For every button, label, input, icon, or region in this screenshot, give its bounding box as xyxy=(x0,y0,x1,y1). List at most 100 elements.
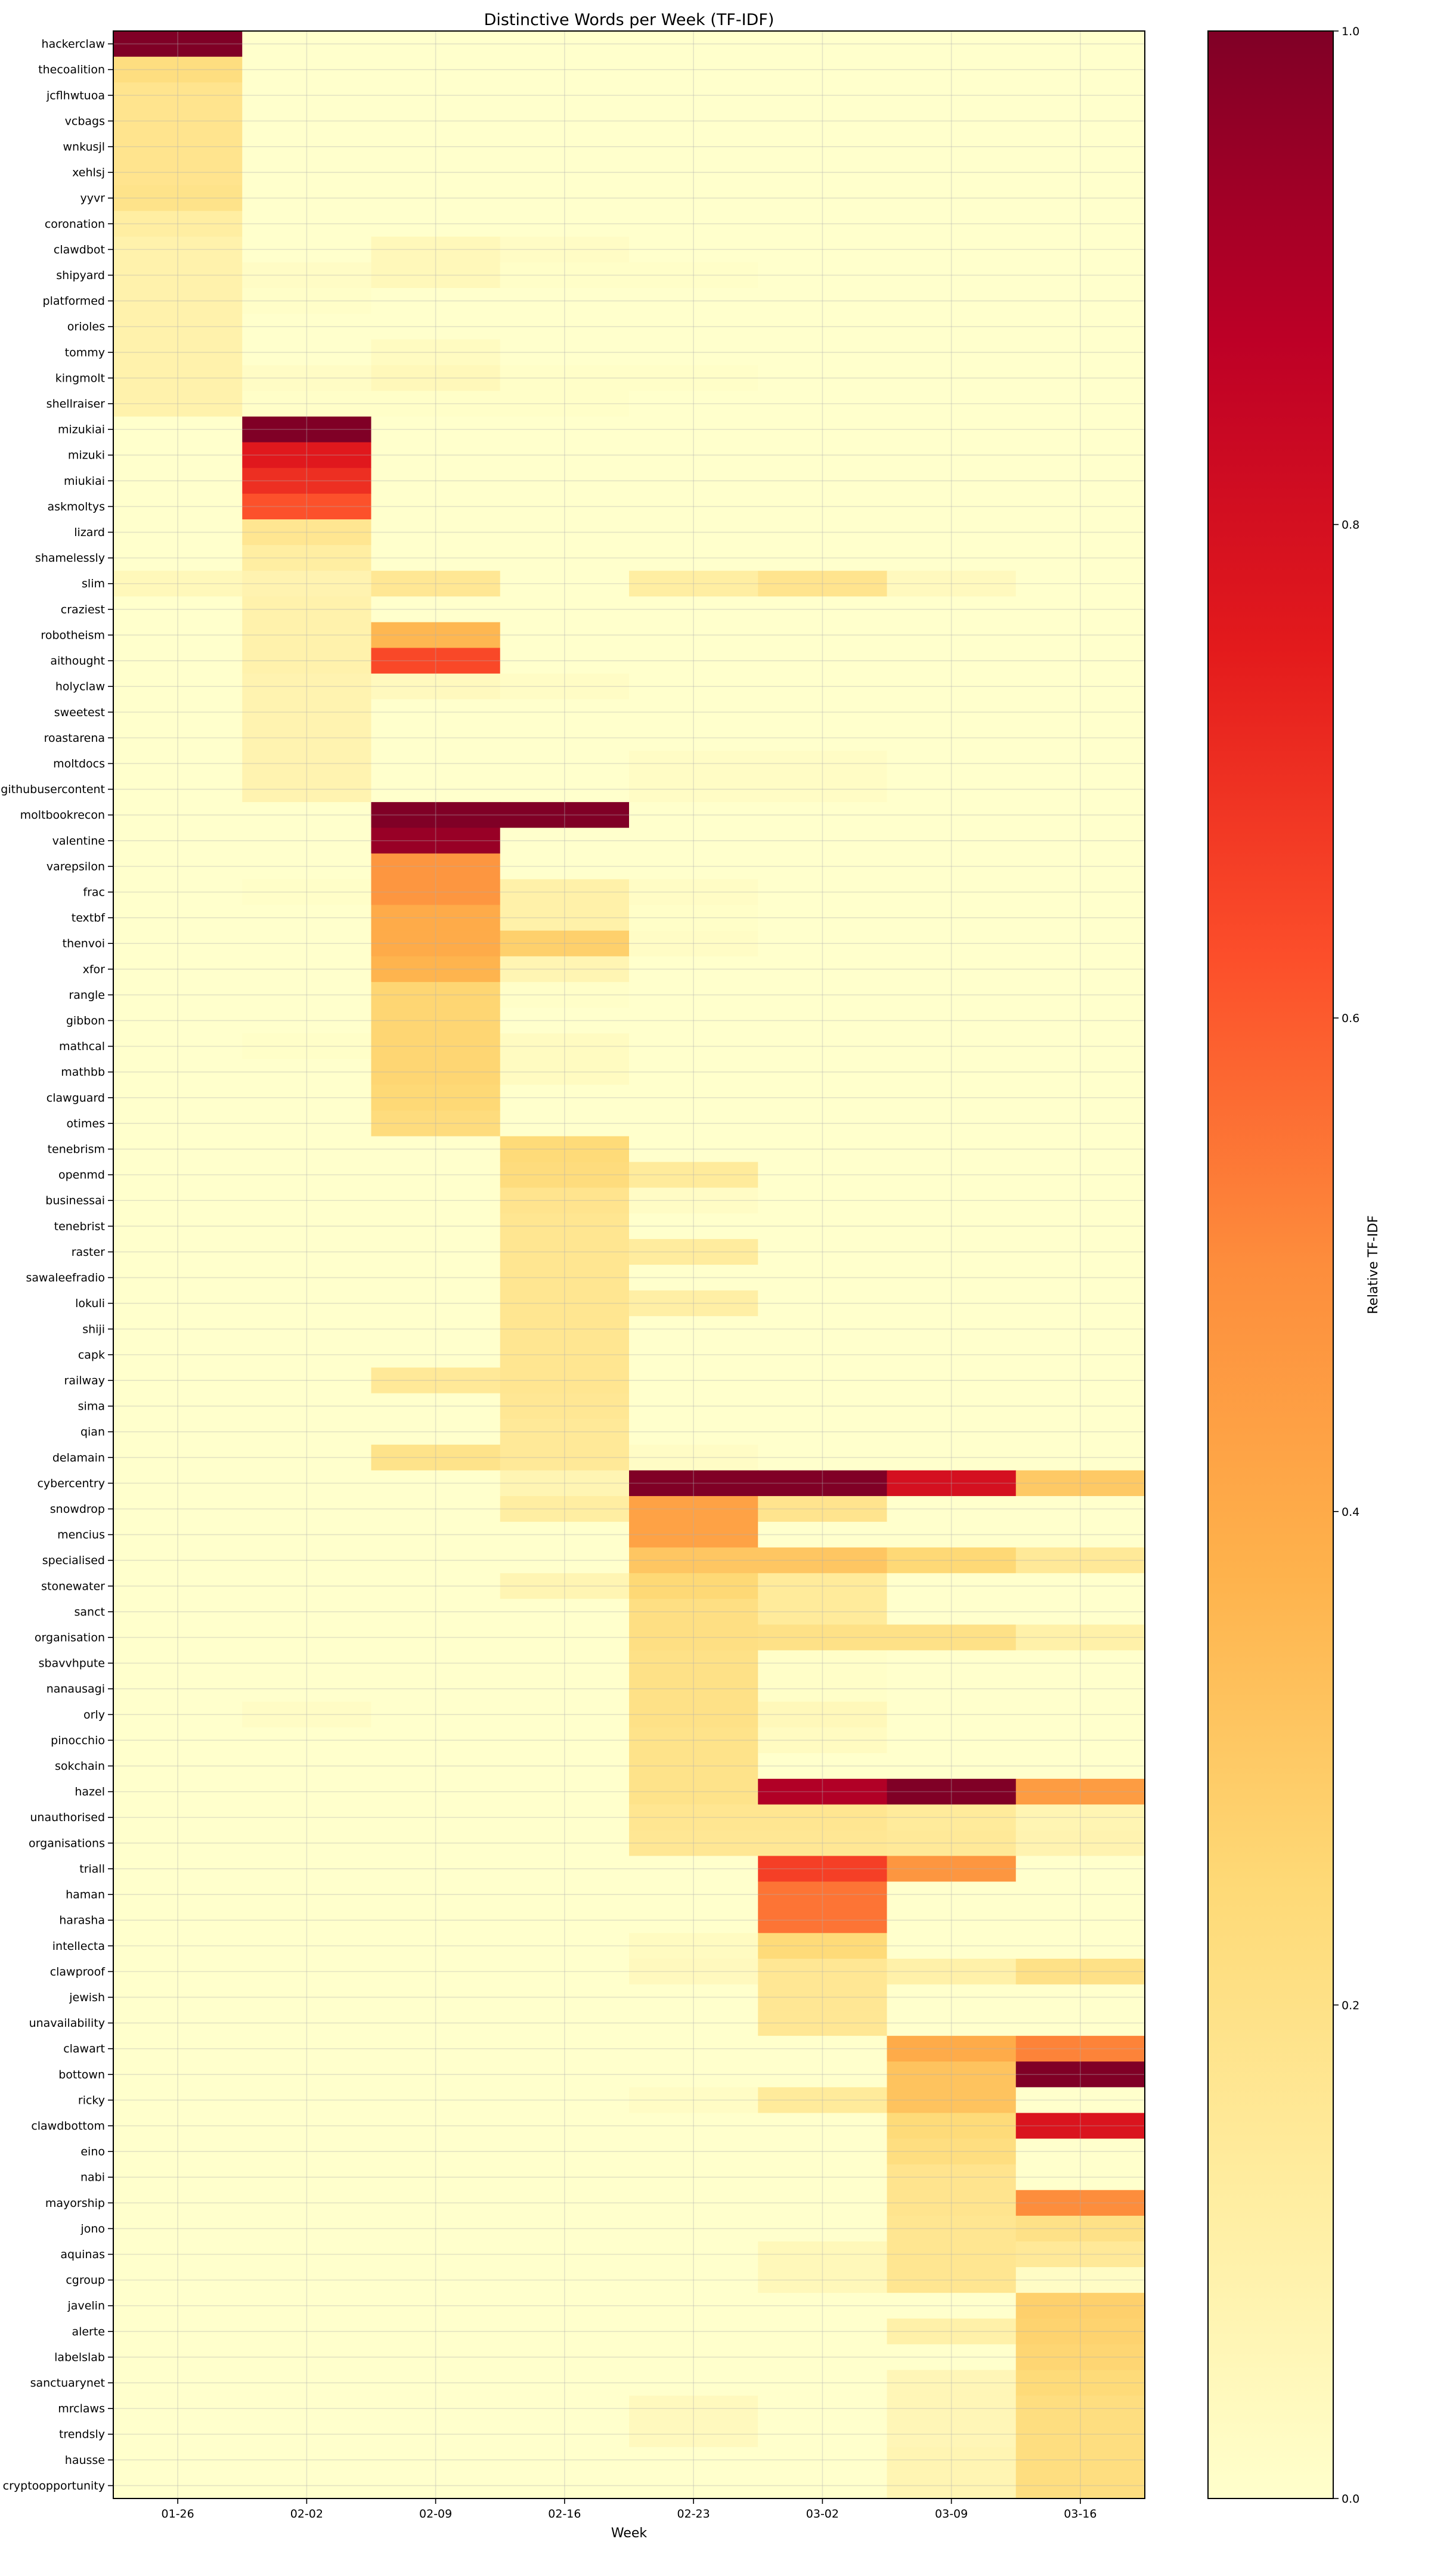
heatmap-cell xyxy=(758,2113,888,2140)
heatmap-cell xyxy=(113,1599,243,1626)
heatmap-cell xyxy=(371,1213,501,1240)
heatmap-cell xyxy=(371,828,501,854)
heatmap-cell xyxy=(113,2344,243,2371)
heatmap-cell xyxy=(371,2215,501,2242)
y-tick-label: haman xyxy=(66,1888,105,1902)
heatmap-cell xyxy=(758,648,888,674)
heatmap-cell xyxy=(758,2318,888,2345)
heatmap-cell xyxy=(371,2267,501,2293)
heatmap-cell xyxy=(758,2421,888,2448)
heatmap-cell xyxy=(371,2036,501,2062)
heatmap-cell xyxy=(242,596,372,623)
heatmap-cell xyxy=(242,1984,372,2011)
heatmap-cell xyxy=(371,776,501,803)
heatmap-cell xyxy=(1015,2061,1145,2088)
heatmap-cell xyxy=(242,2010,372,2036)
y-tick-label: labelslab xyxy=(54,2351,105,2364)
heatmap-cell xyxy=(887,1676,1017,1702)
heatmap-cell xyxy=(500,1624,630,1651)
heatmap-cell xyxy=(758,879,888,906)
heatmap-cell xyxy=(371,82,501,109)
heatmap-cell xyxy=(371,1958,501,1985)
heatmap-cell xyxy=(500,776,630,803)
heatmap-cell xyxy=(758,1496,888,1522)
heatmap-cell xyxy=(887,1470,1017,1497)
heatmap-cell xyxy=(887,699,1017,726)
heatmap-cell xyxy=(113,1907,243,1934)
heatmap-cell xyxy=(629,2215,758,2242)
y-tick-label: sanctuarynet xyxy=(30,2377,105,2390)
heatmap-cell xyxy=(371,1110,501,1137)
heatmap-cell xyxy=(758,1804,888,1831)
heatmap-cell xyxy=(113,1830,243,1856)
heatmap-cell xyxy=(758,1290,888,1317)
heatmap-cell xyxy=(629,1933,758,1959)
heatmap-cell xyxy=(1015,673,1145,700)
heatmap-cell xyxy=(500,339,630,366)
heatmap-cell xyxy=(758,1856,888,1883)
heatmap-cell xyxy=(113,391,243,417)
y-tick-label: shamelessly xyxy=(35,552,105,565)
heatmap-cell xyxy=(1015,1316,1145,1342)
heatmap-cell xyxy=(242,2344,372,2371)
heatmap-cell xyxy=(629,1059,758,1085)
heatmap-cell xyxy=(113,1110,243,1137)
heatmap-cell xyxy=(500,1342,630,1368)
y-tick-label: capk xyxy=(78,1348,105,1361)
heatmap-cell xyxy=(887,750,1017,777)
heatmap-cell xyxy=(500,2036,630,2062)
heatmap-cell xyxy=(113,802,243,828)
y-tick-label: mayorship xyxy=(45,2197,105,2210)
heatmap-cell xyxy=(500,1239,630,1265)
heatmap-cell xyxy=(887,2267,1017,2293)
y-tick-label: clawart xyxy=(63,2042,105,2055)
heatmap-cell xyxy=(887,1907,1017,1934)
heatmap-cell xyxy=(371,853,501,880)
heatmap-cell xyxy=(1015,2447,1145,2473)
heatmap-cell xyxy=(887,1367,1017,1394)
heatmap-cell xyxy=(500,314,630,340)
heatmap-cell xyxy=(371,57,501,83)
heatmap-cell xyxy=(1015,467,1145,494)
heatmap-cell xyxy=(500,879,630,906)
heatmap-cell xyxy=(371,982,501,1008)
heatmap-cell xyxy=(758,1779,888,1805)
y-tick-label: alerte xyxy=(72,2325,105,2338)
heatmap-cell xyxy=(887,185,1017,212)
y-tick-label: jcflhwtuoa xyxy=(46,89,105,102)
x-tick-label: 02-16 xyxy=(548,2507,581,2521)
heatmap-cell xyxy=(629,1753,758,1779)
heatmap-cell xyxy=(242,545,372,571)
heatmap-cell xyxy=(1015,1958,1145,1985)
heatmap-cell xyxy=(887,648,1017,674)
y-tick-label: javelin xyxy=(67,2299,105,2312)
heatmap-cell xyxy=(500,2344,630,2371)
y-tick-label: vcbags xyxy=(65,114,105,128)
y-tick-label: cryptoopportunity xyxy=(3,2479,105,2493)
y-tick-label: bottown xyxy=(58,2068,105,2081)
heatmap-cell xyxy=(1015,262,1145,289)
heatmap-cell xyxy=(371,622,501,649)
heatmap-cell xyxy=(500,2087,630,2114)
heatmap-cell xyxy=(1015,1907,1145,1934)
heatmap-cell xyxy=(1015,956,1145,983)
heatmap-cell xyxy=(758,2344,888,2371)
heatmap-cell xyxy=(113,1650,243,1677)
heatmap-cell xyxy=(371,1830,501,1856)
heatmap-cell xyxy=(500,1830,630,1856)
y-tick-label: organisations xyxy=(29,1837,105,1850)
heatmap-cell xyxy=(1015,2472,1145,2499)
heatmap-cell xyxy=(242,828,372,854)
heatmap-cell xyxy=(500,1393,630,1420)
heatmap-cell xyxy=(500,2010,630,2036)
heatmap-cell xyxy=(629,879,758,906)
heatmap-cell xyxy=(500,1419,630,1445)
heatmap-cell xyxy=(758,1470,888,1497)
heatmap-cell xyxy=(1015,853,1145,880)
heatmap-cell xyxy=(371,416,501,443)
heatmap-cell xyxy=(113,108,243,135)
heatmap-cell xyxy=(500,545,630,571)
heatmap-cell xyxy=(758,262,888,289)
heatmap-cell xyxy=(887,314,1017,340)
heatmap-cell xyxy=(629,1522,758,1548)
